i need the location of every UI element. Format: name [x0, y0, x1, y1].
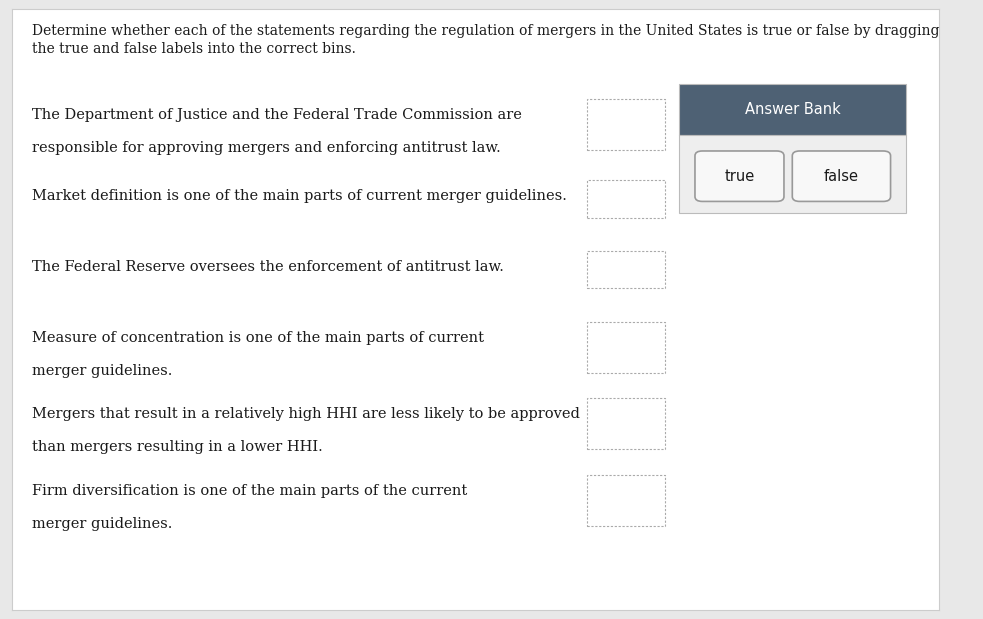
FancyBboxPatch shape — [587, 321, 665, 373]
FancyBboxPatch shape — [587, 99, 665, 150]
Text: Mergers that result in a relatively high HHI are less likely to be approved: Mergers that result in a relatively high… — [32, 407, 580, 421]
Text: Answer Bank: Answer Bank — [745, 102, 840, 118]
Text: The Department of Justice and the Federal Trade Commission are: The Department of Justice and the Federa… — [32, 108, 522, 123]
FancyBboxPatch shape — [587, 180, 665, 218]
FancyBboxPatch shape — [587, 398, 665, 449]
Text: merger guidelines.: merger guidelines. — [32, 363, 173, 378]
FancyBboxPatch shape — [679, 136, 906, 214]
Text: Market definition is one of the main parts of current merger guidelines.: Market definition is one of the main par… — [32, 189, 567, 204]
Text: The Federal Reserve oversees the enforcement of antitrust law.: The Federal Reserve oversees the enforce… — [32, 260, 504, 274]
Text: Determine whether each of the statements regarding the regulation of mergers in : Determine whether each of the statements… — [32, 24, 940, 38]
FancyBboxPatch shape — [587, 251, 665, 288]
FancyBboxPatch shape — [587, 475, 665, 526]
Text: Firm diversification is one of the main parts of the current: Firm diversification is one of the main … — [32, 483, 468, 498]
Text: than mergers resulting in a lower HHI.: than mergers resulting in a lower HHI. — [32, 439, 323, 454]
Text: false: false — [824, 169, 859, 184]
FancyBboxPatch shape — [695, 151, 784, 201]
FancyBboxPatch shape — [679, 84, 906, 136]
Text: Measure of concentration is one of the main parts of current: Measure of concentration is one of the m… — [32, 331, 485, 345]
Text: merger guidelines.: merger guidelines. — [32, 517, 173, 530]
Text: responsible for approving mergers and enforcing antitrust law.: responsible for approving mergers and en… — [32, 141, 501, 155]
Text: the true and false labels into the correct bins.: the true and false labels into the corre… — [32, 42, 356, 56]
FancyBboxPatch shape — [792, 151, 891, 201]
Text: true: true — [724, 169, 755, 184]
